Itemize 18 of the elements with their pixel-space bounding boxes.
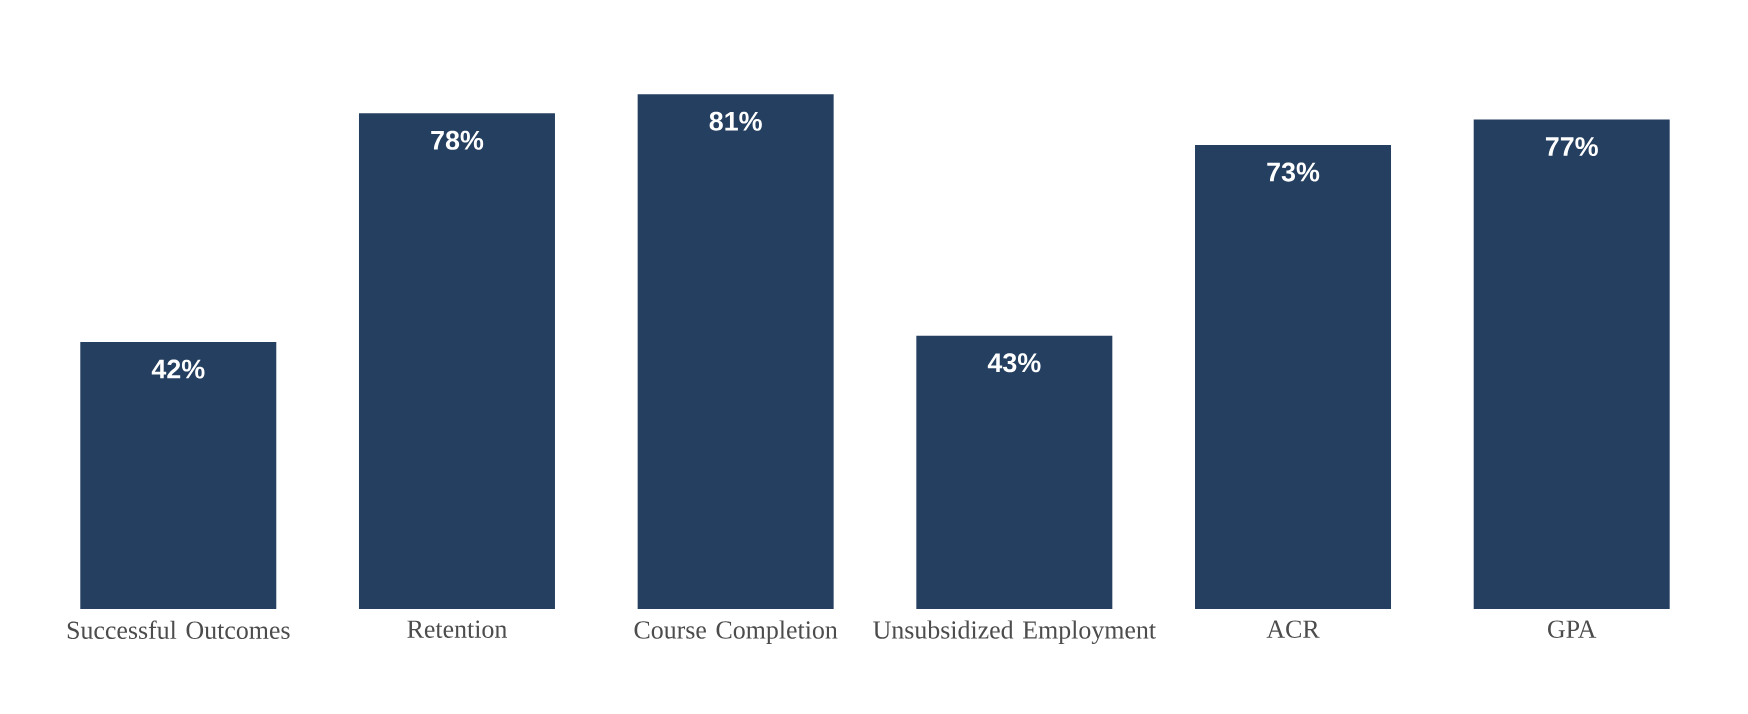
x-tick-label: ACR [1266,620,1320,638]
data-label: 81% [709,111,762,131]
data-label: 77% [1545,137,1598,157]
bar [637,94,834,609]
bar [916,335,1113,609]
x-tick-label: Successful Outcomes [67,620,290,639]
data-label: 43% [987,353,1041,373]
x-tick-label: GPA [1548,620,1597,638]
data-label: 42% [151,359,205,379]
x-tick-label: Course Completion [634,620,838,644]
x-tick-label: Retention [407,620,507,638]
bar [80,342,277,609]
x-tick-label: Unsubsidized Employment [873,620,1156,645]
data-label: 73% [1267,162,1320,182]
bar [1473,119,1670,609]
bar [358,113,555,609]
bar [1195,145,1392,609]
data-label: 78% [431,130,484,150]
